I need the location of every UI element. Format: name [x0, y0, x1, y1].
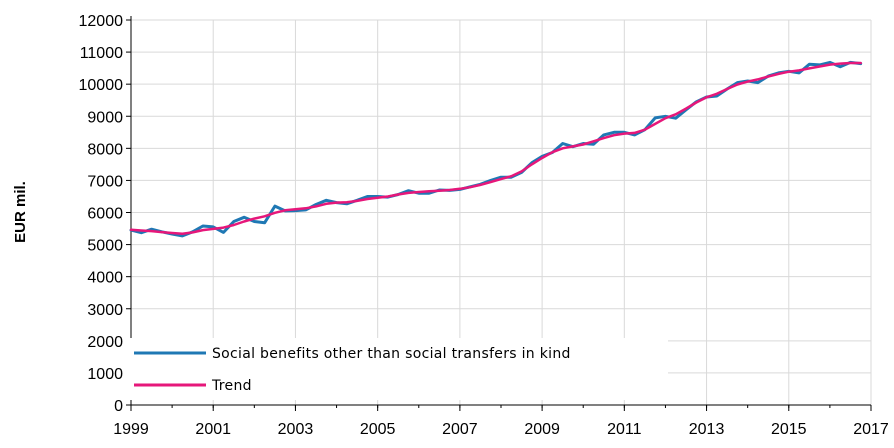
data-series [129, 60, 863, 238]
axes: 0 1000 2000 3000 4000 5000 6000 7000 8000 9000 100… [79, 13, 889, 438]
legend-background [126, 338, 668, 400]
y-tick-label: 11000 [80, 45, 123, 62]
y-axis-title: EUR mil. [12, 181, 29, 243]
x-tick-label: 2001 [195, 421, 231, 438]
x-tick-label: 2007 [442, 421, 478, 438]
y-tick-label: 8000 [87, 141, 123, 158]
y-tick-label: 7000 [87, 173, 123, 190]
x-tick-label: 2015 [771, 421, 807, 438]
legend-label-trend: Trend [211, 378, 252, 394]
x-tick-label: 2009 [524, 421, 560, 438]
y-tick-label: 2000 [87, 334, 123, 351]
x-tick-label: 1999 [113, 421, 149, 438]
y-tick-label: 3000 [87, 302, 123, 319]
y-tick-label: 12000 [79, 13, 124, 30]
legend: Social benefits other than social transf… [126, 338, 668, 400]
y-tick-label: 9000 [87, 109, 123, 126]
y-tick-label: 0 [114, 398, 123, 415]
x-tick-label: 2013 [689, 421, 725, 438]
series-line-social-benefits [129, 60, 863, 238]
x-tick-label: 2003 [278, 421, 314, 438]
series-line-trend [129, 61, 862, 235]
y-tick-label: 5000 [87, 238, 123, 255]
legend-label-social-benefits: Social benefits other than social transf… [212, 346, 571, 362]
x-tick-label: 2017 [853, 421, 889, 438]
y-tick-label: 4000 [87, 270, 123, 287]
y-tick-label: 10000 [79, 77, 124, 94]
x-tick-label: 2005 [360, 421, 396, 438]
x-tick-label: 2011 [607, 421, 642, 438]
y-tick-label: 6000 [87, 206, 123, 223]
y-tick-label: 1000 [87, 366, 123, 383]
